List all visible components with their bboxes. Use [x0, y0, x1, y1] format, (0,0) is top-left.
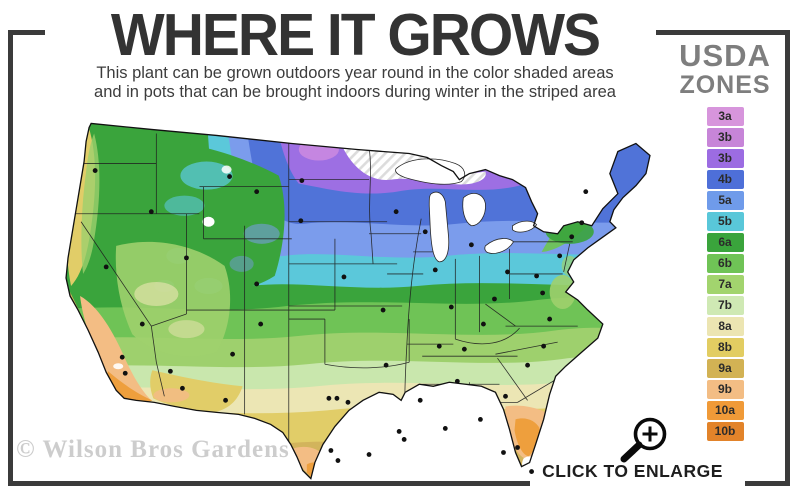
city-dot [383, 362, 389, 368]
watermark: © Wilson Bros Gardens [16, 436, 290, 463]
city-dot [481, 321, 486, 327]
legend-zone-chip: 3a [706, 107, 744, 126]
city-dot [254, 281, 260, 287]
city-dot [547, 316, 553, 322]
city-dot [184, 255, 189, 261]
city-dot [299, 178, 305, 184]
subtitle-line-2: and in pots that can be brought indoors … [94, 83, 616, 101]
city-dot [503, 393, 508, 399]
legend-zone-chip: 9b [706, 380, 744, 399]
legend-zone-chip: 6b [706, 254, 744, 273]
city-dot [515, 445, 520, 450]
city-dot [366, 452, 372, 457]
city-dot [396, 429, 402, 434]
lake-superior [395, 158, 466, 185]
city-dot [180, 385, 185, 391]
frame-bracket-right-top [656, 30, 790, 35]
legend-zone-chip: 3b [706, 128, 744, 147]
city-dot [227, 174, 232, 180]
city-dot [557, 253, 563, 259]
city-dots [92, 168, 589, 474]
page-title: WHERE IT GROWS [110, 2, 601, 69]
city-dot [501, 450, 506, 455]
zone-shading-layers [66, 123, 650, 479]
city-dot [468, 242, 474, 248]
city-dot [492, 296, 497, 302]
legend-zone-chip: 4b [706, 170, 744, 189]
legend-zone-chip: 8b [706, 338, 744, 357]
city-dot [223, 397, 228, 403]
city-dot [345, 399, 351, 405]
city-dot [298, 218, 304, 224]
usda-zones-legend: USDA ZONES 3a 3b 3b 4b 5a 5b 6a 6b 7a 7b 8a 8b 9a 9b 1… [660, 40, 790, 443]
city-dot [432, 267, 438, 273]
city-dot [401, 437, 407, 442]
city-dot [380, 307, 386, 313]
city-dot [334, 395, 340, 401]
city-dot [461, 346, 467, 352]
city-dot [417, 397, 423, 403]
subtitle-line-1: This plant can be grown outdoors year ro… [96, 64, 614, 82]
legend-zone-chip: 7a [706, 275, 744, 294]
usda-zone-map[interactable] [56, 113, 658, 485]
legend-title-usda: USDA [679, 38, 771, 73]
city-dot [92, 168, 98, 173]
lake-ontario [512, 220, 538, 233]
legend-zone-chip: 5a [706, 191, 744, 210]
city-dot [436, 343, 442, 349]
city-dot [103, 264, 109, 270]
city-dot [541, 343, 547, 349]
legend-zone-list: 3a 3b 3b 4b 5a 5b 6a 6b 7a 7b 8a 8b 9a 9b 10a 10b [706, 107, 744, 441]
legend-zone-chip: 6a [706, 233, 744, 252]
legend-zone-chip: 10a [706, 401, 744, 420]
city-dot [583, 189, 589, 195]
legend-zone-chip: 10b [706, 422, 744, 441]
city-dot [534, 273, 540, 279]
city-dot [122, 370, 128, 376]
city-dot [254, 189, 260, 195]
city-dot [341, 274, 347, 280]
city-dot [393, 209, 399, 215]
click-to-enlarge-label[interactable]: CLICK TO ENLARGE [542, 461, 723, 481]
great-lakes [395, 158, 538, 263]
city-dot [454, 378, 460, 384]
city-dot [448, 304, 454, 310]
city-dot [328, 448, 334, 453]
frame-bracket-bottom [8, 481, 530, 486]
city-dot [525, 362, 530, 368]
lake-michigan [428, 191, 450, 263]
magnifier-plus-icon[interactable] [612, 413, 676, 465]
city-dot [326, 395, 332, 401]
city-dot [569, 234, 575, 240]
legend-title-zones: ZONES [679, 71, 771, 99]
city-dot [422, 229, 428, 235]
city-dot [119, 354, 125, 360]
city-dot [139, 321, 145, 327]
city-dot [579, 220, 585, 226]
legend-zone-chip: 7b [706, 296, 744, 315]
legend-zone-chip: 3b [706, 149, 744, 168]
city-dot [148, 209, 154, 215]
city-dot [442, 426, 448, 431]
city-dot [258, 321, 264, 327]
city-dot [230, 351, 235, 357]
frame-bracket-left-vertical [8, 30, 13, 486]
city-dot [540, 290, 546, 296]
frame-bracket-left-top [8, 30, 45, 35]
city-dot [167, 368, 173, 374]
city-dot [505, 269, 510, 275]
legend-zone-chip: 8a [706, 317, 744, 336]
frame-bracket-right-bottom [745, 481, 790, 486]
legend-zone-chip: 5b [706, 212, 744, 231]
frame-bracket-right-vertical [785, 30, 790, 486]
lake-huron [462, 192, 486, 227]
city-dot [335, 458, 341, 463]
city-dot [529, 469, 534, 474]
legend-zone-chip: 9a [706, 359, 744, 378]
city-dot [478, 416, 483, 422]
lake-erie [484, 238, 515, 254]
